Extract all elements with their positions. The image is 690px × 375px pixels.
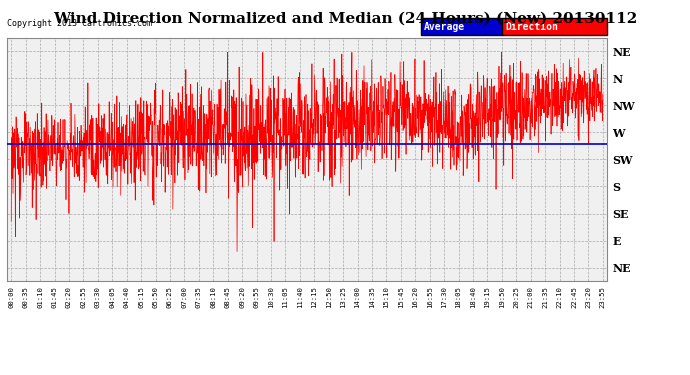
Text: Copyright 2013 Cartronics.com: Copyright 2013 Cartronics.com (7, 19, 152, 28)
Text: Average: Average (424, 22, 465, 32)
FancyBboxPatch shape (421, 18, 502, 35)
Text: Wind Direction Normalized and Median (24 Hours) (New) 20130112: Wind Direction Normalized and Median (24… (53, 11, 637, 25)
Text: Direction: Direction (505, 22, 558, 32)
FancyBboxPatch shape (502, 18, 607, 35)
